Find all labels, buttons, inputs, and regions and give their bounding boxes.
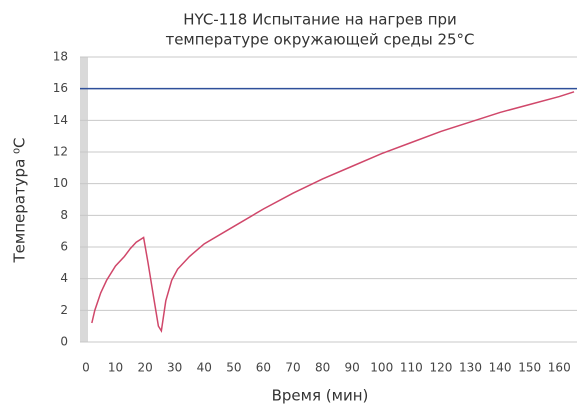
x-tick-label: 20 [137, 361, 152, 375]
y-tick-label: 12 [53, 145, 68, 159]
x-tick-label: 110 [400, 361, 423, 375]
y-tick-label: 10 [53, 176, 68, 190]
data-line [91, 91, 575, 334]
x-tick-label: 160 [548, 361, 571, 375]
y-tick-label: 2 [60, 303, 68, 317]
x-tick-label: 130 [459, 361, 482, 375]
x-tick-label: 150 [518, 361, 541, 375]
x-tick-label: 30 [167, 361, 182, 375]
x-tick-label: 0 [82, 361, 90, 375]
y-tick-label: 16 [53, 81, 68, 95]
x-tick-label: 70 [285, 361, 300, 375]
y-tick-label: 4 [60, 271, 68, 285]
y-tick-label: 6 [60, 240, 68, 254]
x-tick-label: 140 [489, 361, 512, 375]
y-tick-label: 8 [60, 208, 68, 222]
x-axis-label: Время (мин) [272, 387, 369, 405]
chart-title: температуре окружающей среды 25°C [165, 31, 474, 49]
y-axis-label: Температура ⁰C [11, 137, 29, 263]
x-tick-label: 40 [197, 361, 212, 375]
x-tick-label: 10 [108, 361, 123, 375]
x-tick-label: 120 [429, 361, 452, 375]
chart-title: HYC-118 Испытание на нагрев при [183, 11, 457, 29]
x-tick-label: 60 [256, 361, 271, 375]
y-tick-label: 0 [60, 335, 68, 349]
y-tick-label: 18 [53, 50, 68, 64]
y-tick-label: 14 [53, 113, 68, 127]
axis-band [80, 57, 88, 342]
x-tick-label: 50 [226, 361, 241, 375]
x-tick-label: 100 [370, 361, 393, 375]
x-tick-label: 80 [315, 361, 330, 375]
x-tick-label: 90 [345, 361, 360, 375]
